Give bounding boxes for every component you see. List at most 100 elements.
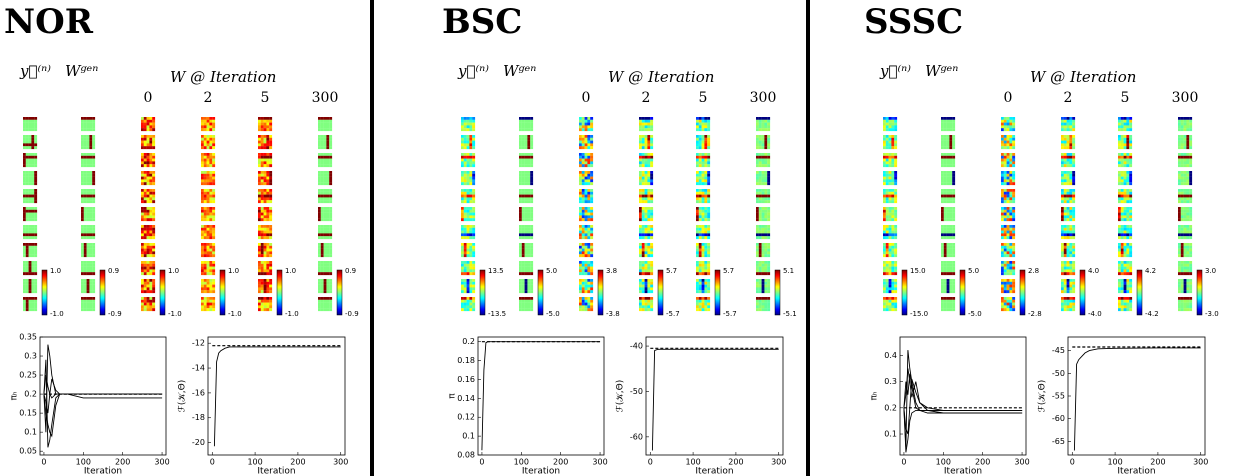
tile-pixel [83,308,87,312]
tile-pixel [149,146,153,150]
tile-pixel [1123,200,1127,204]
tile-pixel [883,272,886,276]
tile-pixel [318,284,321,288]
tile-pixel [86,261,90,264]
tile-pixel [885,272,889,276]
tile-pixel [326,155,330,159]
tile-pixel [89,245,93,249]
tile-pixel [1180,161,1184,165]
tile-pixel [764,212,768,216]
tile-pixel [269,261,273,264]
tile-pixel [1123,171,1127,174]
tile-pixel [212,284,216,288]
tile-pixel [1123,233,1127,237]
tile-pixel [472,135,476,138]
tile-pixel [318,125,321,129]
tile-pixel [326,212,330,216]
tile-pixel [1189,215,1193,219]
tile-pixel [639,171,642,174]
tile-pixel [888,248,892,252]
tile-pixel [696,173,699,177]
tile-pixel [1183,284,1187,288]
tile-pixel [641,179,645,183]
tile-pixel [1180,254,1184,258]
tile-pixel [696,146,699,150]
tile-pixel [521,146,525,150]
tile-pixel [519,261,522,264]
tile-pixel [92,146,96,150]
tile-pixel [644,245,648,249]
tile-pixel [83,243,87,246]
tile-pixel [320,272,324,276]
tile-pixel [1183,209,1187,213]
tile-pixel [263,215,267,219]
tile-pixel [201,308,204,312]
tile-pixel [266,207,270,210]
tile-pixel [318,233,321,237]
tile-pixel [756,225,759,228]
tile-pixel [23,284,26,288]
tile-pixel [1183,269,1187,273]
tile-pixel [704,269,708,273]
tile-pixel [266,164,270,168]
tile-pixel [698,135,702,138]
tile-pixel [263,248,267,252]
tile-pixel [761,245,765,249]
tile-pixel [949,194,953,198]
tile-pixel [141,284,144,288]
tile-pixel [260,230,264,234]
tile-pixel [1012,200,1016,204]
tile-pixel [587,269,591,273]
tile-pixel [761,263,765,267]
tile-pixel [1180,128,1184,132]
tile-pixel [1118,125,1121,129]
tile-pixel [141,233,144,237]
tile-pixel [758,227,762,231]
tile-pixel [1120,146,1124,150]
tile-pixel [758,122,762,126]
tile-pixel [579,155,582,159]
tile-pixel [891,225,895,228]
tile-pixel [639,254,642,258]
tile-pixel [31,302,35,306]
tile-pixel [86,284,90,288]
tile-pixel [704,179,708,183]
tile-pixel [584,153,588,156]
tile-pixel [1063,269,1067,273]
tile-pixel [329,284,333,288]
tile-pixel [469,305,473,309]
tile-pixel [83,137,87,141]
column-header: W @ Iteration [608,68,714,86]
tile-pixel [1126,176,1130,180]
tile-pixel [1003,191,1007,195]
tile-pixel [647,164,651,168]
tile-pixel [527,281,531,285]
tile-pixel [146,140,150,144]
tile-pixel [329,164,333,168]
tile-pixel [81,308,84,312]
tile-pixel [639,302,642,306]
tile-pixel [767,137,771,141]
tile-pixel [943,225,947,228]
tile-pixel [647,245,651,249]
tile-pixel [698,297,702,300]
tile-pixel [1066,164,1070,168]
colorbar-min: -1.0 [168,310,182,318]
tile-pixel [206,281,210,285]
tile-pixel [1003,194,1007,198]
tile-pixel [152,266,156,270]
tile-pixel [1063,279,1067,282]
tile-pixel [758,215,762,219]
colorbar-min: -0.9 [108,310,122,318]
tile-pixel [209,225,213,228]
tile-pixel [894,245,898,249]
tile-pixel [1063,171,1067,174]
tile-pixel [31,146,35,150]
tile-pixel [149,207,153,210]
tile-pixel [639,146,642,150]
tile-pixel [949,254,953,258]
tile-pixel [83,305,87,309]
tile-pixel [1118,161,1121,165]
tile-pixel [461,266,464,270]
tile-pixel [1178,125,1181,129]
